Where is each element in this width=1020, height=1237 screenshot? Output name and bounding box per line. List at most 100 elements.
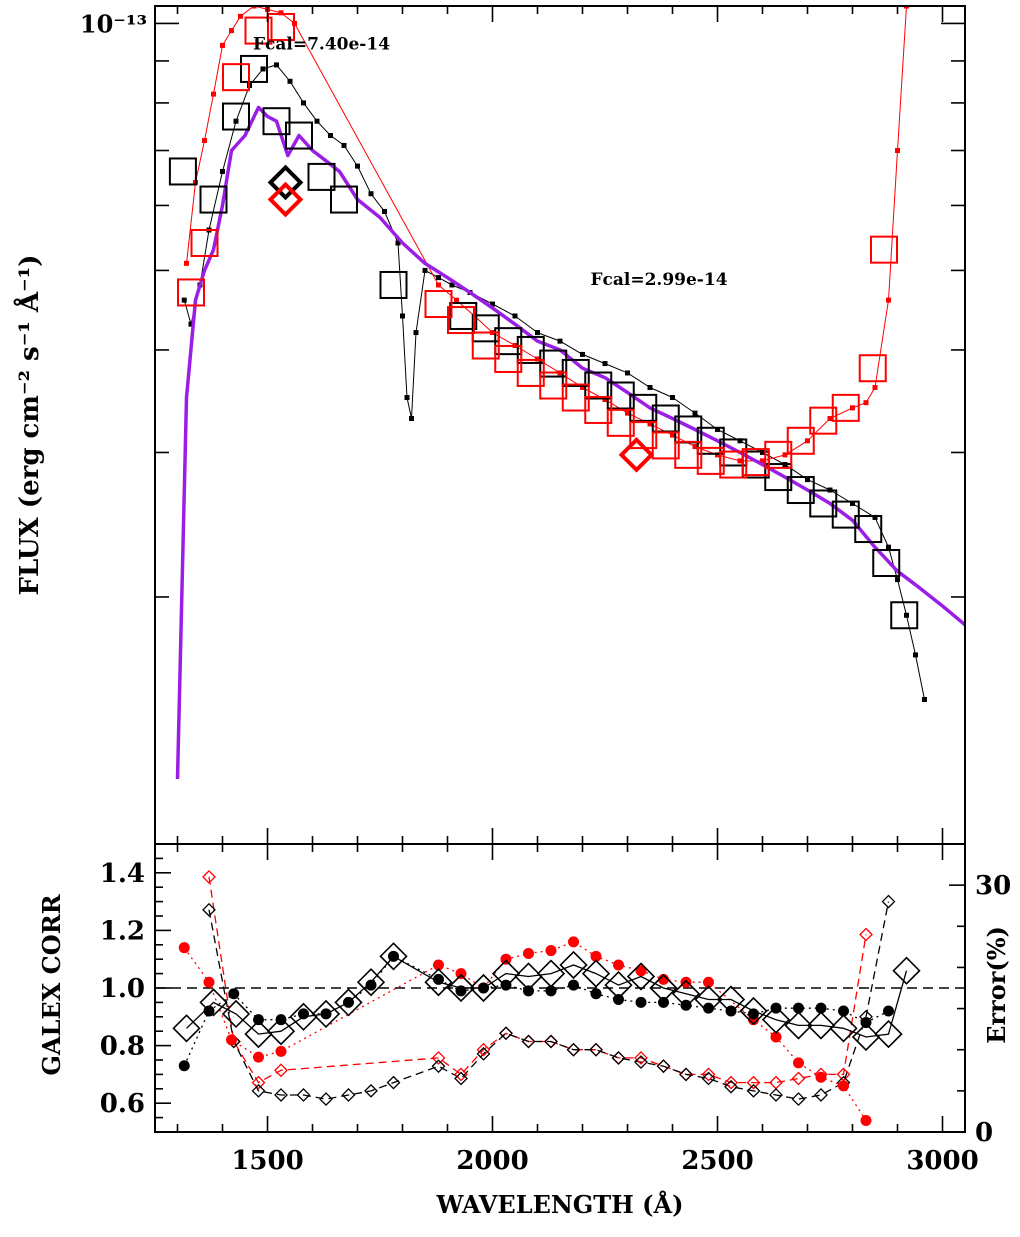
binned-correction-diamond bbox=[851, 1022, 881, 1052]
red-correction-dot bbox=[815, 1071, 827, 1083]
red-spectrum-point bbox=[229, 28, 234, 34]
black-error-diamond bbox=[544, 1034, 558, 1049]
red-binned-box bbox=[741, 448, 770, 477]
black-correction-dot bbox=[635, 996, 647, 1008]
red-correction-dot bbox=[680, 976, 692, 988]
binned-correction-diamond bbox=[806, 1011, 836, 1040]
black-correction-dot bbox=[500, 979, 512, 991]
top-y-tick-label: 10⁻¹³ bbox=[80, 9, 147, 38]
black-spectrum-point bbox=[287, 78, 293, 84]
red-error-diamond bbox=[476, 1042, 491, 1057]
red-spectrum-point bbox=[602, 397, 608, 403]
red-correction-dot bbox=[770, 1031, 782, 1043]
black-spectrum-point bbox=[404, 395, 410, 401]
red-spectrum-point bbox=[625, 410, 630, 416]
binned-correction-diamond bbox=[379, 942, 408, 971]
binned-correction-diamond bbox=[829, 1014, 858, 1043]
black-spectrum-point bbox=[400, 313, 405, 319]
black-correction-dot bbox=[298, 1008, 309, 1020]
red-spectrum-point bbox=[251, 6, 257, 9]
red-spectrum-point bbox=[670, 432, 675, 438]
black-spectrum-point bbox=[188, 321, 194, 327]
bottom-y-tick-label: 1.2 bbox=[100, 916, 145, 946]
red-error-diamond bbox=[274, 1063, 288, 1078]
black-correction-dot bbox=[590, 988, 602, 1000]
red-error-line bbox=[208, 876, 867, 1084]
red-correction-dot bbox=[568, 936, 579, 948]
black-error-diamond bbox=[656, 1059, 671, 1074]
black-binned-box bbox=[168, 157, 197, 186]
red-error-diamond bbox=[202, 869, 216, 884]
red-spectrum-point bbox=[692, 444, 698, 450]
bottom-y-tick-label: 0.8 bbox=[100, 1032, 145, 1062]
binned-correction-diamond bbox=[334, 988, 363, 1017]
red-binned-box bbox=[190, 228, 219, 257]
red-correction-dot bbox=[545, 945, 557, 957]
red-spectrum-point bbox=[863, 400, 869, 406]
black-correction-dot bbox=[725, 1005, 737, 1017]
binned-correction-diamond bbox=[649, 973, 678, 1003]
black-binned-box bbox=[330, 185, 358, 214]
black-spectrum-point bbox=[341, 142, 347, 148]
binned-correction-diamond bbox=[221, 999, 251, 1029]
black-correction-dot bbox=[680, 999, 692, 1011]
red-spectrum-point bbox=[827, 416, 833, 422]
red-error-diamond bbox=[634, 1051, 648, 1065]
red-correction-dot bbox=[178, 942, 190, 954]
red-error-diamond bbox=[836, 1067, 851, 1082]
black-error-diamond bbox=[634, 1055, 648, 1069]
black-spectrum-point bbox=[913, 652, 918, 658]
bottom-right-y-axis-label: Error(%) bbox=[982, 926, 1011, 1044]
black-error-diamond bbox=[791, 1092, 806, 1107]
red-correction-dot bbox=[793, 1057, 804, 1069]
black-spectrum-line bbox=[183, 64, 925, 700]
red-spectrum-point bbox=[580, 384, 585, 390]
black-binned-box bbox=[539, 349, 568, 378]
red-error-diamond bbox=[746, 1075, 761, 1090]
red-spectrum-point bbox=[436, 282, 441, 288]
binned-correction-diamond bbox=[874, 1019, 903, 1049]
binned-correction-diamond bbox=[739, 996, 768, 1026]
black-correction-line bbox=[183, 955, 889, 1067]
black-error-diamond bbox=[566, 1042, 581, 1057]
red-binned-box bbox=[870, 235, 898, 264]
black-spectrum-point bbox=[715, 426, 720, 432]
red-spectrum-point bbox=[202, 137, 207, 143]
black-spectrum-point bbox=[886, 544, 891, 550]
black-photometry-diamond bbox=[267, 164, 304, 201]
black-spectrum-point bbox=[274, 62, 279, 68]
red-spectrum-line bbox=[186, 6, 907, 462]
red-spectrum-point bbox=[184, 260, 189, 266]
black-error-diamond bbox=[814, 1088, 828, 1102]
red-binned-box bbox=[244, 16, 273, 45]
red-error-diamond bbox=[791, 1071, 806, 1086]
red-binned-box bbox=[447, 306, 475, 335]
red-binned-box bbox=[719, 450, 748, 479]
binned-correction-diamond bbox=[536, 959, 566, 988]
black-spectrum-point bbox=[670, 395, 675, 401]
red-binned-box bbox=[424, 290, 453, 319]
black-spectrum-point bbox=[490, 301, 495, 307]
red-spectrum-point bbox=[715, 452, 720, 458]
red-spectrum-point bbox=[737, 458, 743, 464]
red-correction-dot bbox=[838, 1080, 849, 1092]
black-spectrum-point bbox=[805, 477, 810, 483]
binned-correction-diamond bbox=[266, 1017, 296, 1046]
black-spectrum-point bbox=[580, 351, 585, 357]
red-photometry-diamond bbox=[267, 181, 304, 218]
red-binned-box bbox=[786, 426, 815, 455]
black-spectrum-point bbox=[395, 240, 401, 246]
red-photometry-diamond bbox=[618, 437, 655, 473]
red-error-diamond bbox=[701, 1067, 716, 1082]
red-correction-line bbox=[183, 941, 867, 1121]
black-binned-box bbox=[222, 102, 250, 131]
red-correction-dot bbox=[523, 947, 534, 959]
binned-correction-diamond bbox=[626, 962, 656, 991]
red-spectrum-point bbox=[647, 421, 653, 427]
red-correction-dot bbox=[590, 950, 602, 962]
black-correction-dot bbox=[883, 1005, 894, 1017]
black-error-diamond bbox=[431, 1059, 446, 1074]
black-correction-dot bbox=[545, 985, 557, 997]
top-plot-frame bbox=[154, 5, 966, 845]
